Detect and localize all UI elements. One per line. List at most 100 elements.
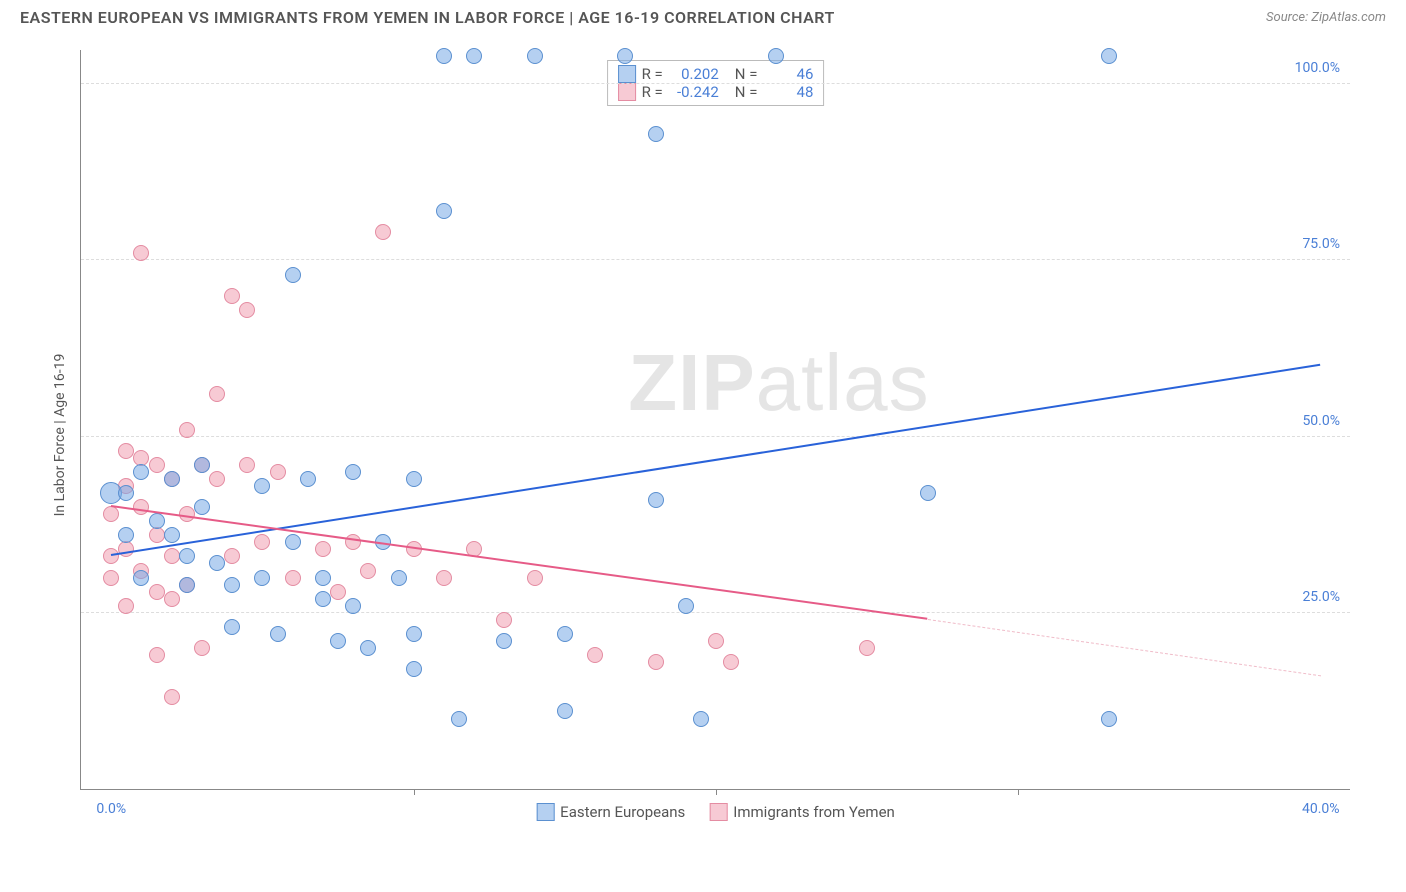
legend-swatch [536,803,554,821]
data-point [254,570,270,586]
data-point [194,499,210,515]
data-point [406,471,422,487]
data-point [103,570,119,586]
scatter-plot: ZIPatlas R =0.202N =46R =-0.242N =48 Eas… [80,50,1350,790]
data-point [285,267,301,283]
data-point [164,471,180,487]
data-point [149,647,165,663]
data-point [285,534,301,550]
y-axis-label: In Labor Force | Age 16-19 [52,354,68,517]
y-tick-label: 75.0% [1302,236,1340,252]
data-point [587,647,603,663]
legend-row: R =-0.242N =48 [618,83,814,101]
tick-mark [1018,789,1019,795]
data-point [406,626,422,642]
n-value: 48 [763,83,813,101]
data-point [496,633,512,649]
data-point [133,570,149,586]
legend-label: Immigrants from Yemen [733,803,895,821]
data-point [315,541,331,557]
data-point [179,548,195,564]
data-point [164,689,180,705]
gridline-h [81,436,1350,437]
legend-item: Eastern Europeans [536,803,685,821]
data-point [254,534,270,550]
legend-label: Eastern Europeans [560,803,685,821]
data-point [648,654,664,670]
chart-title: EASTERN EUROPEAN VS IMMIGRANTS FROM YEME… [20,8,835,27]
gridline-h [81,612,1350,613]
data-point [920,485,936,501]
data-point [270,464,286,480]
data-point [768,48,784,64]
data-point [300,471,316,487]
r-value: -0.242 [669,83,719,101]
data-point [118,527,134,543]
data-point [648,492,664,508]
n-label: N = [735,83,758,101]
data-point [496,612,512,628]
data-point [224,548,240,564]
data-point [194,457,210,473]
legend-row: R =0.202N =46 [618,65,814,83]
data-point [527,570,543,586]
data-point [239,302,255,318]
r-value: 0.202 [669,65,719,83]
data-point [527,48,543,64]
data-point [270,626,286,642]
data-point [133,464,149,480]
data-point [149,513,165,529]
data-point [406,661,422,677]
data-point [360,563,376,579]
chart-area: In Labor Force | Age 16-19 ZIPatlas R = 0… [50,40,1350,830]
data-point [557,703,573,719]
data-point [330,633,346,649]
data-point [118,443,134,459]
data-point [557,626,573,642]
data-point [678,598,694,614]
data-point [315,570,331,586]
data-point [859,640,875,656]
y-tick-label: 25.0% [1302,589,1340,605]
data-point [436,570,452,586]
data-point [103,506,119,522]
data-point [375,224,391,240]
data-point [224,288,240,304]
r-label: R = [642,65,663,83]
legend-swatch [709,803,727,821]
y-tick-label: 50.0% [1302,413,1340,429]
data-point [209,386,225,402]
data-point [118,541,134,557]
data-point [224,619,240,635]
data-point [164,548,180,564]
data-point [164,527,180,543]
n-value: 46 [763,65,813,83]
data-point [179,422,195,438]
tick-mark [414,789,415,795]
data-point [648,126,664,142]
legend-item: Immigrants from Yemen [709,803,895,821]
data-point [451,711,467,727]
gridline-h [81,259,1350,260]
data-point [436,48,452,64]
data-point [466,48,482,64]
data-point [194,640,210,656]
y-tick-label: 100.0% [1295,60,1340,76]
x-tick-label: 40.0% [1302,801,1340,817]
data-point [708,633,724,649]
data-point [254,478,270,494]
data-point [209,555,225,571]
trend-line [928,619,1321,676]
data-point [239,457,255,473]
data-point [360,640,376,656]
x-tick-label: 0.0% [96,801,126,817]
data-point [315,591,331,607]
watermark: ZIPatlas [628,337,929,429]
data-point [164,591,180,607]
legend-swatch [618,65,636,83]
data-point [149,527,165,543]
data-point [723,654,739,670]
data-point [330,584,346,600]
data-point [436,203,452,219]
data-point [224,577,240,593]
